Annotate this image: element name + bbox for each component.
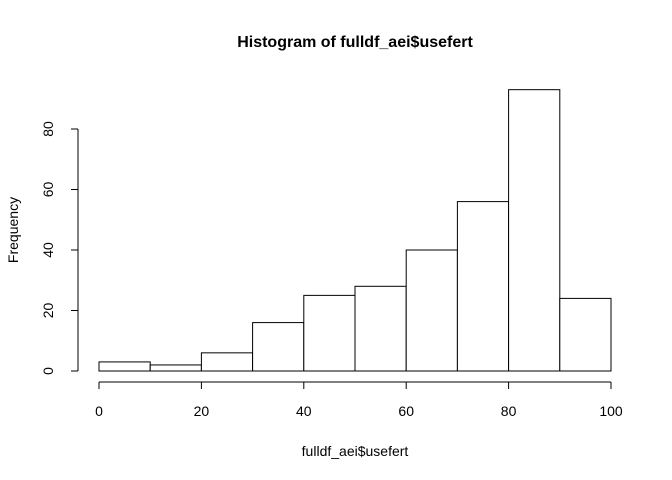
y-tick-label: 60 [40, 182, 56, 198]
histogram-bar [98, 361, 151, 372]
y-axis: 0 20 40 60 80 [40, 121, 79, 375]
x-tick-label: 80 [501, 403, 517, 419]
histogram-bar [252, 322, 305, 372]
x-tick-label: 20 [194, 403, 210, 419]
x-tick-label: 40 [296, 403, 312, 419]
x-axis-label: fulldf_aei$usefert [302, 443, 409, 459]
y-tick-label: 20 [40, 303, 56, 319]
y-tick-label: 80 [40, 121, 56, 137]
histogram-bar [559, 297, 612, 372]
y-axis-label: Frequency [5, 197, 21, 263]
x-axis: 0 20 40 60 80 100 [95, 381, 623, 419]
y-tick-label: 0 [40, 367, 56, 375]
histogram-bar [405, 249, 458, 372]
histogram-bar [354, 285, 407, 372]
histogram-bar [508, 89, 561, 372]
histogram-bar [456, 201, 510, 372]
histogram-bar [200, 352, 254, 372]
chart-title: Histogram of fulldf_aei$usefert [237, 34, 473, 51]
bars-group [98, 89, 612, 372]
x-tick-label: 100 [599, 403, 623, 419]
x-tick-label: 0 [95, 403, 103, 419]
y-tick-label: 40 [40, 242, 56, 258]
histogram-bar [149, 364, 202, 372]
x-tick-label: 60 [398, 403, 414, 419]
histogram-bar [303, 294, 356, 372]
